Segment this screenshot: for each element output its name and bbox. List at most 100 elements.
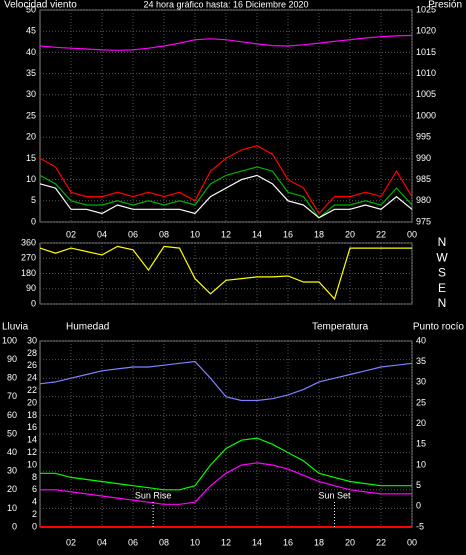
y-tick-label: 35 [26,68,36,78]
y-tick-label: 50 [26,4,36,14]
x-tick-label: 20 [345,229,355,239]
x-tick-label: 14 [252,537,262,547]
y-tick-label: 80 [7,373,17,383]
y-tick-label: 5 [416,480,421,490]
y-tick-label: 40 [416,335,426,345]
y-tick-label: 16 [27,422,37,432]
y-tick-label: 2 [32,509,37,519]
x-tick-label: 08 [159,229,169,239]
y-tick-label: 18 [27,410,37,420]
y-tick-label: 70 [7,391,17,401]
y-tick-label: 10 [416,459,426,469]
series-label: Presión [428,0,462,11]
series-line [39,166,413,219]
series-line [40,437,412,491]
y-tick-label: 20 [27,397,37,407]
x-tick-label: 20 [345,537,355,547]
y-tick-label: 4 [32,497,37,507]
y-tick-label: 1025 [416,4,436,14]
series-line [39,145,413,215]
y-tick-label: 180 [21,268,36,278]
series-line [39,360,413,402]
annotation: Sun Set [318,490,351,500]
y-tick-label: 20 [7,484,17,494]
y-tick-label: 995 [416,132,431,142]
y-tick-label: 360 [21,237,36,247]
y-tick-label: 1000 [416,110,436,120]
y-tick-label: 0 [12,521,17,531]
x-tick-label: 10 [190,229,200,239]
y-tick-label: 990 [416,153,431,163]
series-label: Temperatura [312,322,369,333]
y-tick-label: 60 [7,410,17,420]
x-tick-label: 00 [407,537,417,547]
x-tick-label: 04 [97,537,107,547]
x-tick-label: 16 [283,229,293,239]
y-tick-label: 975 [416,216,431,226]
y-tick-label: 50 [7,428,17,438]
y-tick-label: 30 [27,335,37,345]
annotation: Sun Rise [135,490,172,500]
y-tick-label: 90 [7,354,17,364]
y-tick-label: 14 [27,435,37,445]
x-tick-label: 22 [376,229,386,239]
y-tick-label: 6 [32,484,37,494]
series-label: Humedad [66,322,109,333]
y-tick-label: 15 [416,439,426,449]
y-tick-label: W [436,250,448,264]
x-tick-label: 14 [252,229,262,239]
y-tick-label: 30 [416,377,426,387]
y-tick-label: 10 [26,174,36,184]
y-tick-label: 10 [27,459,37,469]
y-tick-label: 28 [27,348,37,358]
y-tick-label: 25 [26,110,36,120]
y-tick-label: 100 [2,335,17,345]
y-tick-label: 26 [27,360,37,370]
chart-title: 24 hora gráfico hasta: 16 Diciembre 2020 [143,0,308,9]
y-tick-label: 30 [7,466,17,476]
y-tick-label: 45 [26,26,36,36]
y-tick-label: N [438,235,447,249]
x-tick-label: 16 [283,537,293,547]
y-tick-label: 20 [416,418,426,428]
y-tick-label: E [438,281,446,295]
y-tick-label: -5 [416,521,424,531]
y-tick-label: 30 [26,89,36,99]
y-tick-label: 270 [21,253,36,263]
series-label: Velocidad viento [4,0,77,11]
y-tick-label: 22 [27,385,37,395]
y-tick-label: 1005 [416,89,436,99]
y-tick-label: 985 [416,174,431,184]
x-tick-label: 08 [159,537,169,547]
y-tick-label: 0 [32,521,37,531]
x-tick-label: 22 [376,537,386,547]
y-tick-label: 0 [31,216,36,226]
series-label: Lluvia [2,322,29,333]
series-line [39,245,412,301]
series-line [40,462,412,505]
y-tick-label: N [438,296,447,310]
x-tick-label: 00 [407,229,417,239]
y-tick-label: 1010 [416,68,436,78]
x-tick-label: 02 [66,229,76,239]
y-tick-label: 980 [416,195,431,205]
x-tick-label: 06 [128,537,138,547]
y-tick-label: 25 [416,397,426,407]
series-line [39,174,413,219]
y-tick-label: S [438,266,446,280]
y-tick-label: 1020 [416,26,436,36]
y-tick-label: 90 [26,283,36,293]
x-tick-label: 18 [314,229,324,239]
y-tick-label: 20 [26,132,36,142]
x-tick-label: 10 [190,537,200,547]
x-tick-label: 02 [66,537,76,547]
y-tick-label: 40 [7,447,17,457]
y-tick-label: 35 [416,356,426,366]
y-tick-label: 0 [416,501,421,511]
x-tick-label: 04 [97,229,107,239]
x-tick-label: 06 [128,229,138,239]
y-tick-label: 15 [26,153,36,163]
series-label: Punto rocío [413,322,465,333]
y-tick-label: 8 [32,472,37,482]
